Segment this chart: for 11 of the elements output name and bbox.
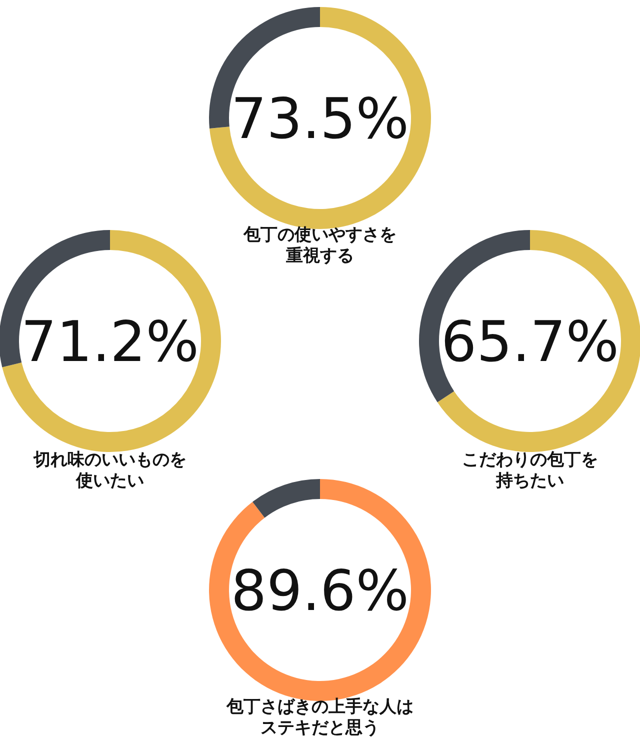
data-label: 73.5%	[231, 87, 409, 152]
text: 切れ味のいいものを使いたい	[32, 450, 186, 491]
data-label: 71.2%	[21, 310, 199, 376]
data-label: 65.7%	[441, 310, 619, 376]
text: こだわりの包丁を持ちたい	[462, 450, 598, 491]
data-label: 89.6%	[231, 559, 409, 624]
donut-slice	[252, 479, 320, 518]
text: 包丁の使いやすさを重視する	[242, 225, 396, 266]
donut-slice	[2, 230, 221, 452]
text: 包丁さばきの上手な人はステキだと思う	[226, 697, 414, 738]
donut-slice	[437, 230, 640, 452]
